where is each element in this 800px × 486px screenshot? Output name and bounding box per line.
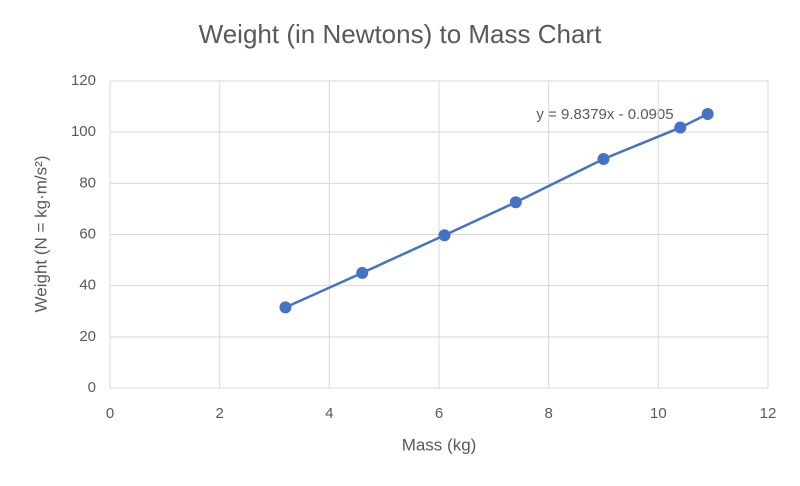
y-tick-label: 120 [71, 72, 96, 89]
x-tick-label: 4 [325, 405, 333, 422]
data-point [674, 121, 687, 134]
y-axis-title: Weight (N = kg·m/s²) [31, 156, 50, 313]
data-point [279, 301, 292, 314]
x-tick-label: 12 [760, 405, 777, 422]
x-tick-label: 10 [650, 405, 667, 422]
x-tick-label: 8 [544, 405, 552, 422]
chart-title: Weight (in Newtons) to Mass Chart [199, 19, 602, 49]
y-tick-label: 40 [79, 277, 96, 294]
data-point [701, 108, 714, 121]
trendline-equation: y = 9.8379x - 0.0905 [536, 106, 673, 123]
y-tick-label: 60 [79, 225, 96, 242]
data-point [597, 153, 610, 166]
y-tick-label: 80 [79, 174, 96, 191]
x-tick-label: 6 [435, 405, 443, 422]
x-axis-title: Mass (kg) [402, 435, 477, 454]
y-tick-label: 20 [79, 328, 96, 345]
data-point [356, 266, 369, 279]
data-point [509, 196, 522, 209]
x-tick-label: 0 [106, 405, 114, 422]
y-tick-label: 0 [88, 379, 96, 396]
x-tick-label: 2 [215, 405, 223, 422]
data-point [438, 229, 451, 242]
y-tick-label: 100 [71, 123, 96, 140]
